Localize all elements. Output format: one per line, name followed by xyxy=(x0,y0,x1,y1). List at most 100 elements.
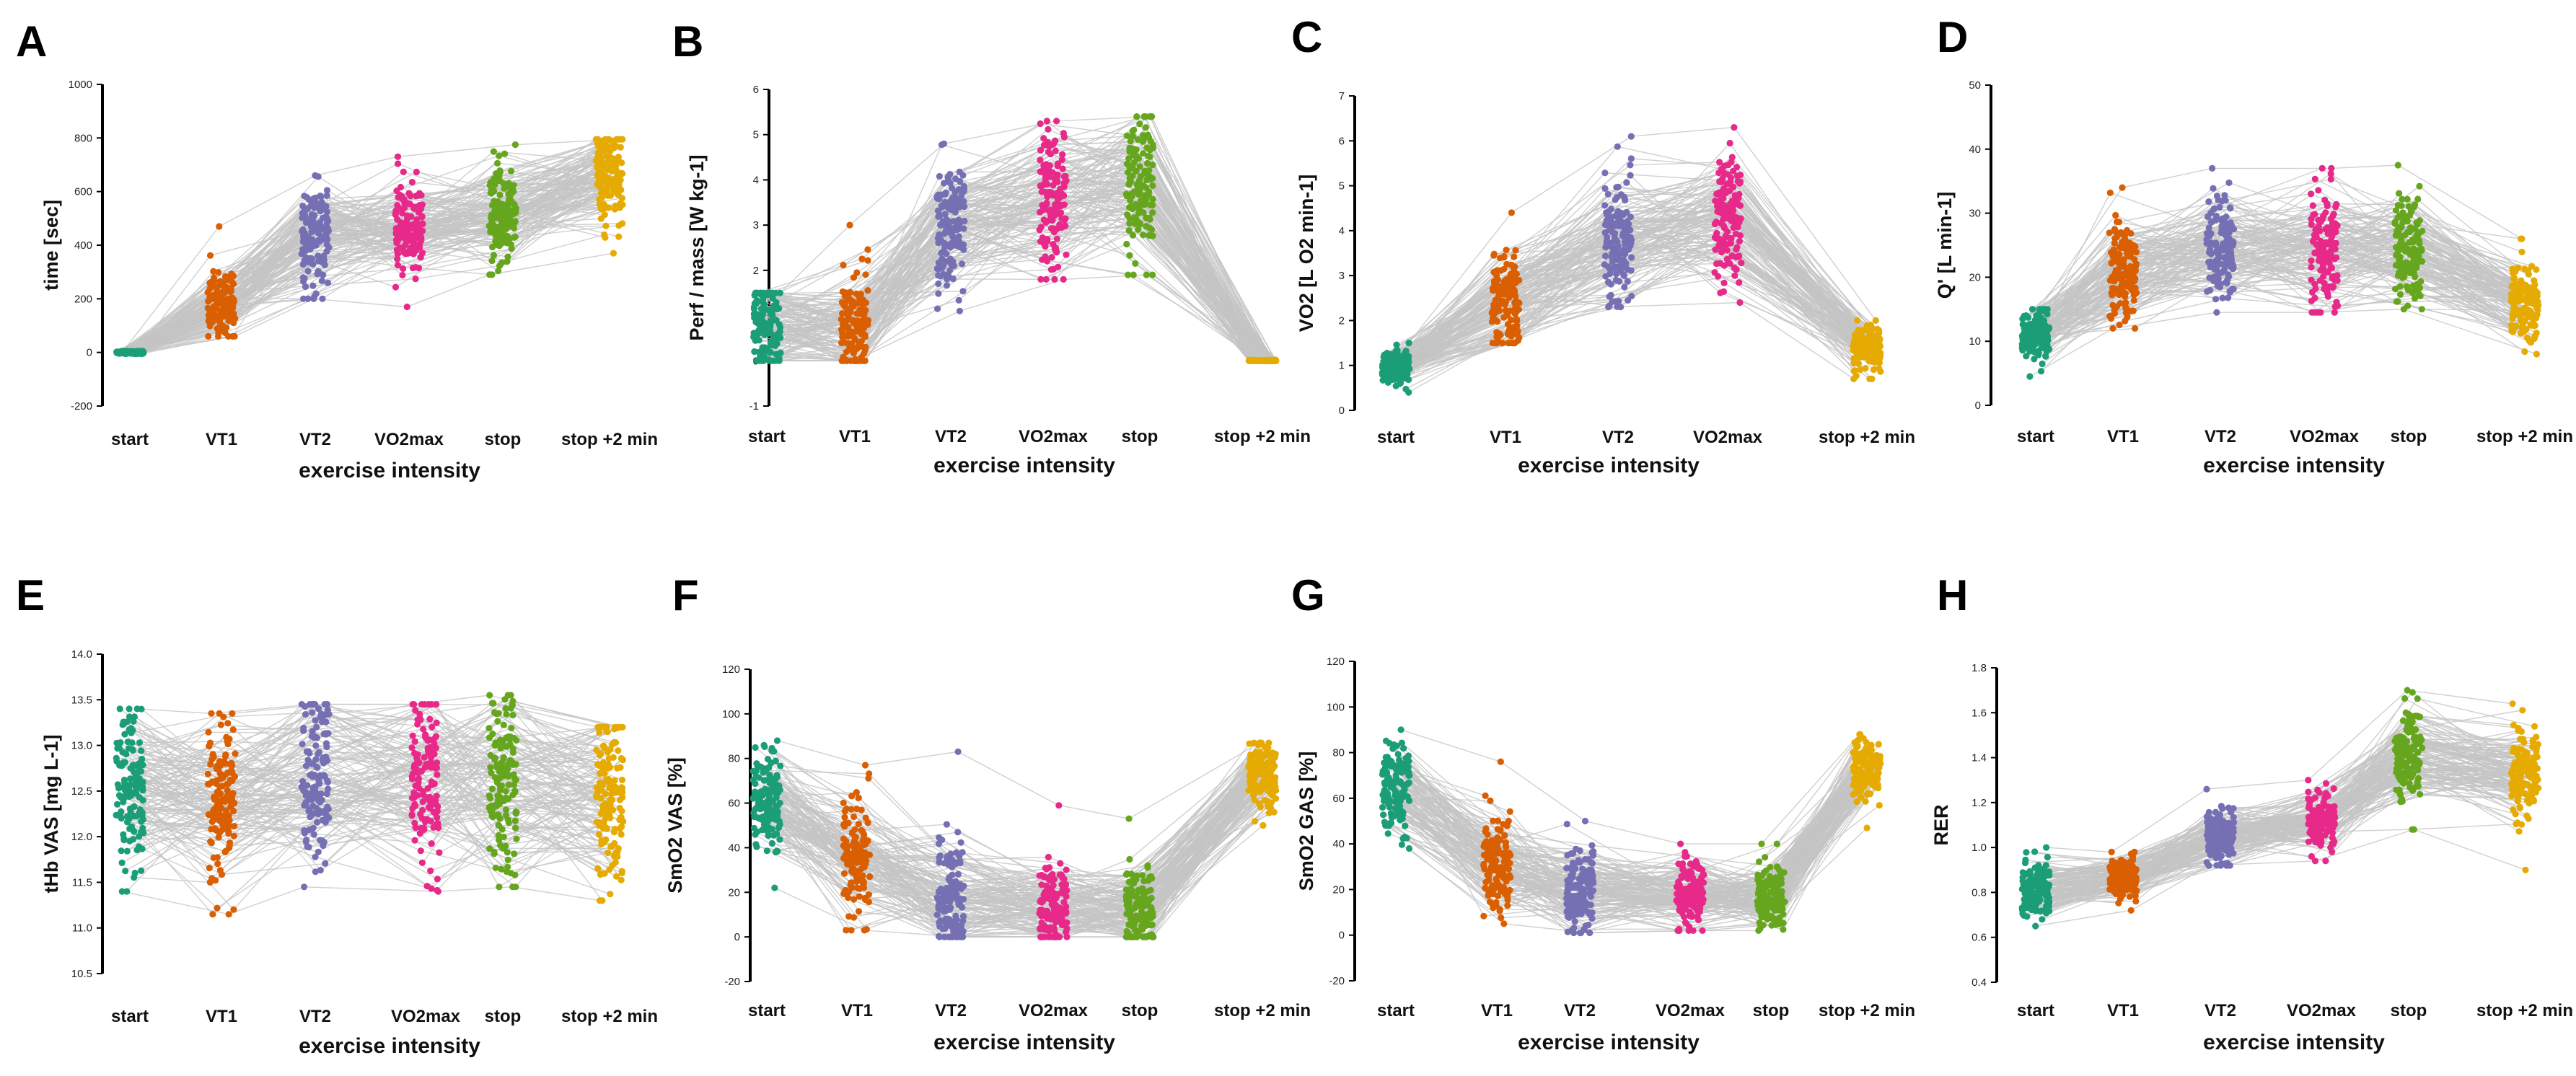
series-start xyxy=(1379,340,1413,396)
data-point xyxy=(602,723,609,731)
data-point xyxy=(1870,355,1877,362)
data-point xyxy=(511,850,518,857)
data-point xyxy=(139,845,146,852)
data-point xyxy=(1723,180,1731,188)
data-point xyxy=(225,828,232,835)
data-point xyxy=(129,763,136,770)
data-point xyxy=(487,751,494,759)
data-point xyxy=(951,188,959,195)
data-point xyxy=(858,326,866,333)
data-point xyxy=(304,268,312,275)
data-point xyxy=(413,225,420,233)
data-point xyxy=(2212,239,2220,247)
y-tick-label: 4 xyxy=(1339,225,1345,237)
data-point xyxy=(597,795,605,802)
data-point xyxy=(2404,286,2412,294)
data-point xyxy=(511,789,519,796)
data-point xyxy=(615,233,623,240)
data-point xyxy=(221,752,229,760)
data-point xyxy=(2036,322,2043,329)
data-point xyxy=(495,268,502,275)
y-tick-label: 3 xyxy=(1339,270,1345,282)
data-point xyxy=(1135,226,1142,233)
data-point xyxy=(411,203,418,211)
data-point xyxy=(216,758,224,765)
data-point xyxy=(619,136,626,143)
data-point xyxy=(322,806,330,813)
y-tick-label: 400 xyxy=(74,239,92,252)
data-point xyxy=(1720,162,1728,169)
data-point xyxy=(1870,366,1877,374)
data-point xyxy=(1037,120,1044,128)
data-point xyxy=(299,209,306,216)
data-point xyxy=(1392,382,1399,389)
data-point xyxy=(2397,244,2404,252)
data-point xyxy=(121,793,128,800)
data-point xyxy=(310,195,317,203)
data-point xyxy=(2216,283,2223,291)
data-point xyxy=(1149,195,1156,203)
data-point xyxy=(219,312,227,320)
data-point xyxy=(419,220,426,228)
data-point xyxy=(859,304,866,312)
data-point xyxy=(2526,337,2533,345)
data-point xyxy=(1061,216,1068,224)
subject-line xyxy=(124,168,611,354)
data-point xyxy=(2392,231,2399,239)
data-point xyxy=(1140,150,1147,157)
data-point xyxy=(2209,164,2216,172)
data-point xyxy=(949,275,957,283)
data-point xyxy=(2315,187,2322,194)
data-point xyxy=(1612,237,1619,244)
data-point xyxy=(853,310,861,317)
data-point xyxy=(1386,363,1393,370)
data-point xyxy=(412,264,420,271)
data-point xyxy=(1712,246,1719,253)
data-point xyxy=(1147,201,1154,208)
category-label: stop +2 min xyxy=(1214,1001,1311,1020)
data-point xyxy=(2392,207,2400,214)
data-point xyxy=(2396,190,2403,197)
data-point xyxy=(1730,183,1737,190)
data-point xyxy=(132,782,140,790)
category-label: stop +2 min xyxy=(561,430,658,449)
data-point xyxy=(400,265,407,273)
data-point xyxy=(1627,162,1634,169)
data-point xyxy=(302,762,309,769)
y-tick-label: 13.0 xyxy=(71,740,92,752)
data-point xyxy=(492,864,499,871)
data-point xyxy=(862,271,869,278)
y-tick-label: 50 xyxy=(1969,79,1981,92)
data-point xyxy=(1059,151,1066,158)
data-point xyxy=(410,764,418,771)
data-point xyxy=(423,763,431,770)
data-point xyxy=(1512,247,1519,254)
data-point xyxy=(857,318,864,325)
data-point xyxy=(2044,333,2052,340)
data-point xyxy=(434,808,441,815)
data-point xyxy=(397,191,404,199)
y-tick-label: 12.5 xyxy=(71,785,92,798)
data-point xyxy=(492,739,499,746)
data-point xyxy=(753,289,760,296)
data-point xyxy=(315,173,322,180)
data-point xyxy=(610,187,617,194)
data-point xyxy=(1723,241,1731,248)
data-point xyxy=(308,212,315,219)
data-point xyxy=(864,257,871,264)
data-point xyxy=(1042,275,1050,283)
data-point xyxy=(205,317,212,325)
data-point xyxy=(319,756,326,763)
data-point xyxy=(417,234,424,241)
data-point xyxy=(1720,262,1728,269)
data-point xyxy=(2020,330,2028,338)
data-point xyxy=(428,885,435,892)
data-point xyxy=(938,141,946,149)
data-point xyxy=(1125,227,1133,234)
data-point xyxy=(1872,317,1879,324)
data-point xyxy=(2131,256,2138,263)
data-point xyxy=(2026,373,2034,380)
data-point xyxy=(324,279,332,286)
data-point xyxy=(2112,211,2119,219)
data-point xyxy=(610,754,617,761)
